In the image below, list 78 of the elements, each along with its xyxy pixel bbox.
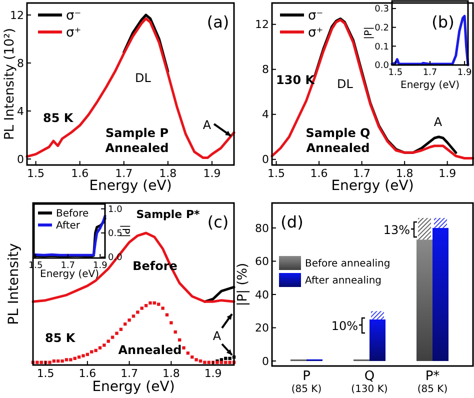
x-tick-label: 1.6	[71, 167, 89, 180]
legend-label: σ⁻	[308, 8, 324, 24]
annotation: A	[202, 118, 212, 132]
x-tick-label: 1.5	[388, 68, 403, 78]
x-tick-label: P (85 K)	[291, 369, 322, 395]
chart-title: (c)	[207, 212, 229, 232]
x-axis-title: Energy (eV)	[89, 178, 172, 194]
annotation: A	[434, 115, 443, 129]
text: (d)	[280, 212, 304, 232]
y-tick-label: 0	[262, 354, 269, 368]
annotation: DL	[337, 77, 354, 91]
x-tick-label: 1.9	[204, 367, 222, 380]
legend-label: σ⁻	[66, 8, 82, 24]
x-tick-label: Q (130 K)	[351, 369, 388, 395]
x-tick-label: 1.7	[353, 167, 371, 180]
y-tick-label: 60	[255, 255, 269, 268]
x-tick-label: 1.7	[422, 68, 438, 78]
annotation: A	[212, 329, 222, 343]
y-axis-title: PL Intensity	[6, 243, 22, 325]
x-tick-label: 1.8	[396, 167, 414, 180]
y-tick-label: 8	[17, 56, 24, 70]
legend-label: Before annealing	[305, 258, 390, 270]
y-axis-title: PL Intensity (10²)	[2, 28, 18, 140]
x-tick-label: 1.7	[60, 261, 76, 271]
x-tick-label: 1.8	[162, 367, 180, 380]
x-tick-label: 1.8	[159, 167, 177, 180]
annotation: Annealed	[118, 343, 182, 357]
y-axis-title: |P|	[364, 26, 374, 40]
x-tick-label: 1.6	[310, 167, 328, 180]
x-tick-label: 1.5	[27, 167, 45, 180]
annotation: 85 K	[45, 331, 76, 345]
legend-label: After annealing	[305, 276, 382, 286]
annotation: 85 K	[43, 111, 74, 125]
y2-axis-title: |P|	[120, 224, 130, 238]
y2-tick-label: 0.5	[108, 229, 122, 240]
y-tick-label: 0.1	[374, 42, 389, 52]
annotation: 10%	[331, 319, 358, 333]
annotation: Sample Q	[306, 126, 370, 140]
y-tick-label: 80	[255, 222, 269, 235]
x-tick-label: 1.9	[438, 167, 456, 180]
y-axis-title: |P| (%)	[236, 262, 251, 306]
annotation: 13%	[383, 223, 410, 237]
y-tick-label: 40	[255, 288, 269, 302]
annotation: Annealed	[306, 141, 370, 155]
x-tick-label: P* (85 K)	[417, 369, 448, 395]
x-tick-label: 1.5	[268, 167, 286, 180]
x-tick-label: 1.5	[36, 367, 54, 380]
y-tick-label: 0.2	[374, 24, 389, 34]
y-tick-label: 0.3	[374, 4, 389, 15]
x-axis-title: Energy (eV)	[40, 269, 100, 280]
legend-label: σ⁺	[66, 26, 82, 41]
annotation: Sample P	[105, 126, 169, 140]
x-tick-label: 1.7	[120, 367, 138, 380]
x-tick-label: 1.9	[203, 167, 221, 180]
x-axis-title: Energy (eV)	[400, 80, 460, 91]
y-tick-label: 4	[17, 104, 24, 118]
y-tick-label: 0	[17, 152, 24, 166]
legend-label: σ⁺	[308, 26, 324, 41]
text: Sample P*	[136, 208, 200, 221]
y-tick-label: 20	[255, 322, 269, 335]
annotation: DL	[135, 71, 152, 85]
x-axis-title: Energy (eV)	[331, 178, 414, 194]
x-tick-label: 1.9	[457, 68, 472, 78]
annotation: Annealed	[105, 141, 169, 155]
y-tick-label: 8	[262, 63, 269, 76]
y-tick-label: 12	[255, 18, 269, 32]
text: (a)	[206, 12, 230, 32]
x-axis-title: Energy (eV)	[92, 379, 175, 395]
y-tick-label: 0.0	[374, 61, 390, 72]
legend-label: After	[56, 220, 81, 232]
y-tick-label: 4	[262, 108, 269, 122]
y-tick-label: 12	[10, 8, 24, 22]
y-tick-label: 0	[262, 153, 269, 166]
y2-tick-label: 1.0	[108, 204, 123, 215]
text: (b)	[432, 12, 454, 32]
x-tick-label: 1.7	[115, 167, 133, 180]
legend-label: Before	[56, 208, 89, 220]
x-tick-label: 1.6	[78, 367, 96, 380]
